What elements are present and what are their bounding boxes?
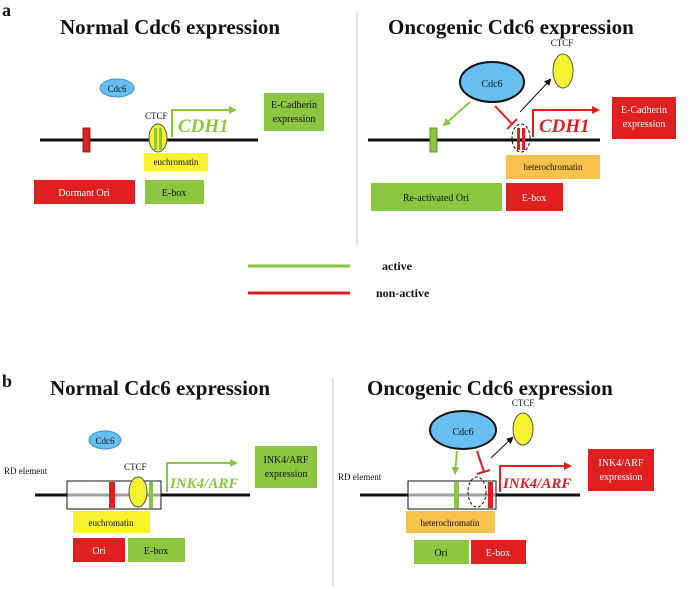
panel-a-right-ebox-label: E-box	[522, 193, 546, 204]
ebox-mark	[522, 128, 525, 150]
panel-b-left-title: Normal Cdc6 expression	[50, 376, 270, 400]
ctcf-displacement-arrow	[519, 78, 552, 113]
panel-b-right-expression-line1: INK4/ARF	[598, 458, 643, 469]
panel-b-left-chromatin-label: euchromatin	[89, 518, 134, 528]
origin-activation-arrow	[451, 450, 460, 475]
panel-a-right-title: Oncogenic Cdc6 expression	[388, 15, 634, 39]
panel-b-left-cdc6-label: Cdc6	[96, 436, 115, 446]
panel-a-left-ctcf-label: CTCF	[145, 111, 168, 121]
panel-a-right-chromatin-label: heterochromatin	[524, 162, 583, 172]
ebox-mark	[159, 128, 162, 150]
panel-b-letter: b	[2, 371, 12, 391]
panel-a-left-expression-line2: expression	[273, 114, 316, 125]
transcription-arrow-inactive	[532, 106, 600, 137]
chromatin-box	[73, 511, 150, 533]
panel-a-letter: a	[2, 0, 11, 20]
panel-b-left-expression-line1: INK4/ARF	[263, 455, 308, 466]
ebox-box	[128, 538, 185, 562]
expression-box	[612, 97, 676, 139]
panel-b-right-gene-label: INK4/ARF	[502, 476, 571, 492]
origin-activation-arrow	[442, 101, 471, 127]
rd-element-box	[407, 480, 497, 510]
panel-a-right-gene-label: CDH1	[539, 116, 590, 137]
ori-mark	[109, 482, 115, 508]
ctcf-absent-icon	[511, 123, 531, 153]
panel-a-right-ori-label: Re-activated Ori	[403, 193, 470, 204]
panel-b-left-ebox-label: E-box	[144, 546, 168, 557]
transcription-arrow-active	[171, 106, 237, 137]
reactivated-ori-mark	[429, 127, 438, 153]
ctcf-protein-icon	[128, 476, 148, 508]
expression-box	[264, 93, 324, 131]
ori-mark	[454, 482, 459, 508]
transcription-arrow-inactive	[499, 462, 572, 492]
ebox-box	[145, 180, 204, 204]
ori-box	[73, 538, 125, 562]
inhibition-bar	[506, 118, 518, 130]
ctcf-absent-icon	[467, 476, 487, 508]
ebox-mark	[149, 482, 153, 508]
ori-box	[34, 180, 135, 204]
panel-b-left-expression-line2: expression	[265, 469, 308, 480]
panel-b-right-chromatin-label: heterochromatin	[421, 518, 480, 528]
panel-b-right-rd-element-label: RD element	[338, 472, 382, 482]
cdc6-protein-icon	[99, 78, 135, 98]
legend-active-label: active	[382, 259, 413, 273]
panel-a-right-ctcf-label: CTCF	[551, 38, 574, 48]
panel-a-left-chromatin-label: euchromatin	[154, 157, 199, 167]
panel-a-right-cdc6-label: Cdc6	[481, 79, 502, 90]
panel-a-left-cdc6-label: Cdc6	[108, 84, 127, 94]
ctcf-protein-icon	[512, 412, 534, 446]
panel-b-left-gene-label: INK4/ARF	[169, 476, 238, 492]
ebox-mark	[517, 128, 520, 150]
expression-box	[588, 449, 654, 491]
legend-non-active-label: non-active	[376, 286, 430, 300]
ctcf-protein-icon	[148, 123, 168, 153]
transcription-arrow-active	[166, 459, 238, 492]
ebox-box	[506, 183, 563, 211]
panel-b-right-title: Oncogenic Cdc6 expression	[367, 376, 613, 400]
dormant-ori-mark	[82, 127, 91, 153]
panel-a-left-ebox-label: E-box	[162, 188, 186, 199]
cdc6-protein-icon	[88, 430, 122, 450]
panel-b-right-ori-label: Ori	[434, 548, 448, 559]
panel-a-left-title: Normal Cdc6 expression	[60, 15, 280, 39]
ori-box	[414, 540, 469, 564]
ebox-box	[471, 540, 526, 564]
panel-b-left-rd-element-label: RD element	[4, 466, 48, 476]
ctcf-displacement-arrow	[490, 436, 514, 459]
panel-a-right-expression-line2: expression	[623, 119, 666, 130]
panel-b-right-expression-line2: expression	[600, 472, 643, 483]
inhibition-bar	[476, 469, 491, 475]
panel-a-left-gene-label: CDH1	[178, 116, 229, 137]
panel-a-left-expression-line1: E-Cadherin	[271, 100, 317, 111]
ctcf-protein-icon	[552, 53, 574, 89]
inhibition-line	[476, 450, 485, 473]
cdc6-protein-icon	[429, 410, 497, 450]
chromatin-box	[506, 155, 600, 179]
chromatin-box	[406, 511, 495, 533]
panel-a-left-ori-label: Dormant Ori	[58, 188, 110, 199]
panel-b-right-ctcf-label: CTCF	[512, 398, 535, 408]
inhibition-line	[494, 105, 513, 125]
panel-b-right-ebox-label: E-box	[486, 548, 510, 559]
expression-box	[255, 446, 317, 488]
ebox-mark	[488, 482, 493, 508]
cdc6-protein-icon	[459, 61, 525, 103]
panel-b-right-cdc6-label: Cdc6	[452, 427, 473, 438]
chromatin-box	[144, 153, 208, 171]
panel-a-right-expression-line1: E-Cadherin	[621, 105, 667, 116]
panel-b-left-ori-label: Ori	[92, 546, 106, 557]
ebox-mark	[154, 128, 157, 150]
panel-b-left-ctcf-label: CTCF	[124, 462, 147, 472]
ori-box	[371, 183, 502, 211]
